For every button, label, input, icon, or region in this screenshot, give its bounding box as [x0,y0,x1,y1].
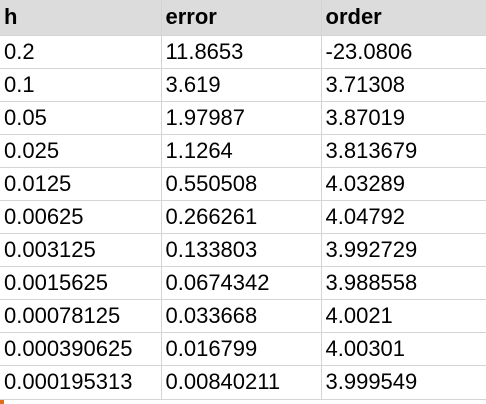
cell-error[interactable]: 1.1264 [161,134,322,168]
cell-error[interactable]: 11.8653 [161,35,322,69]
cell-h[interactable]: 0.0125 [0,167,162,201]
cell-h[interactable]: 0.2 [0,35,162,69]
cell-h[interactable]: 0.1 [0,68,162,102]
cell-order[interactable]: 3.999549 [321,365,486,400]
table-row: 0.003125 0.133803 3.992729 [0,233,486,267]
cell-order[interactable]: 3.813679 [321,134,486,168]
cell-error[interactable]: 0.00840211 [161,365,322,400]
cell-error[interactable]: 0.550508 [161,167,322,201]
cell-h[interactable]: 0.000195313 [0,365,162,400]
table-row: 0.00078125 0.033668 4.0021 [0,299,486,333]
cell-h[interactable]: 0.003125 [0,233,162,267]
table-row: 0.000390625 0.016799 4.00301 [0,332,486,366]
table-row: 0.05 1.97987 3.87019 [0,101,486,135]
cell-h[interactable]: 0.05 [0,101,162,135]
table-row: 0.1 3.619 3.71308 [0,68,486,102]
cell-h[interactable]: 0.0015625 [0,266,162,300]
cell-h[interactable]: 0.025 [0,134,162,168]
cell-order[interactable]: 4.03289 [321,167,486,201]
cell-h[interactable]: 0.00625 [0,200,162,234]
header-row: h error order [0,0,486,36]
table-row: 0.025 1.1264 3.813679 [0,134,486,168]
cell-error[interactable]: 0.0674342 [161,266,322,300]
header-cell-error[interactable]: error [161,0,322,36]
table-row: 0.000195313 0.00840211 3.999549 [0,365,486,400]
cell-error[interactable]: 3.619 [161,68,322,102]
cell-error[interactable]: 0.033668 [161,299,322,333]
cell-order[interactable]: 3.71308 [321,68,486,102]
header-cell-order[interactable]: order [321,0,486,36]
table-row: 0.00625 0.266261 4.04792 [0,200,486,234]
cell-order[interactable]: 3.988558 [321,266,486,300]
cell-order[interactable]: 4.04792 [321,200,486,234]
cell-order[interactable]: 3.992729 [321,233,486,267]
cell-error[interactable]: 0.266261 [161,200,322,234]
cell-order[interactable]: 3.87019 [321,101,486,135]
selection-corner-marker [0,400,4,404]
cell-error[interactable]: 0.016799 [161,332,322,366]
cell-error[interactable]: 0.133803 [161,233,322,267]
cell-error[interactable]: 1.97987 [161,101,322,135]
cell-order[interactable]: 4.00301 [321,332,486,366]
table-row: 0.0015625 0.0674342 3.988558 [0,266,486,300]
cell-h[interactable]: 0.000390625 [0,332,162,366]
table-row: 0.0125 0.550508 4.03289 [0,167,486,201]
cell-order[interactable]: -23.0806 [321,35,486,69]
table-row: 0.2 11.8653 -23.0806 [0,35,486,69]
header-cell-h[interactable]: h [0,0,162,36]
cell-h[interactable]: 0.00078125 [0,299,162,333]
cell-order[interactable]: 4.0021 [321,299,486,333]
